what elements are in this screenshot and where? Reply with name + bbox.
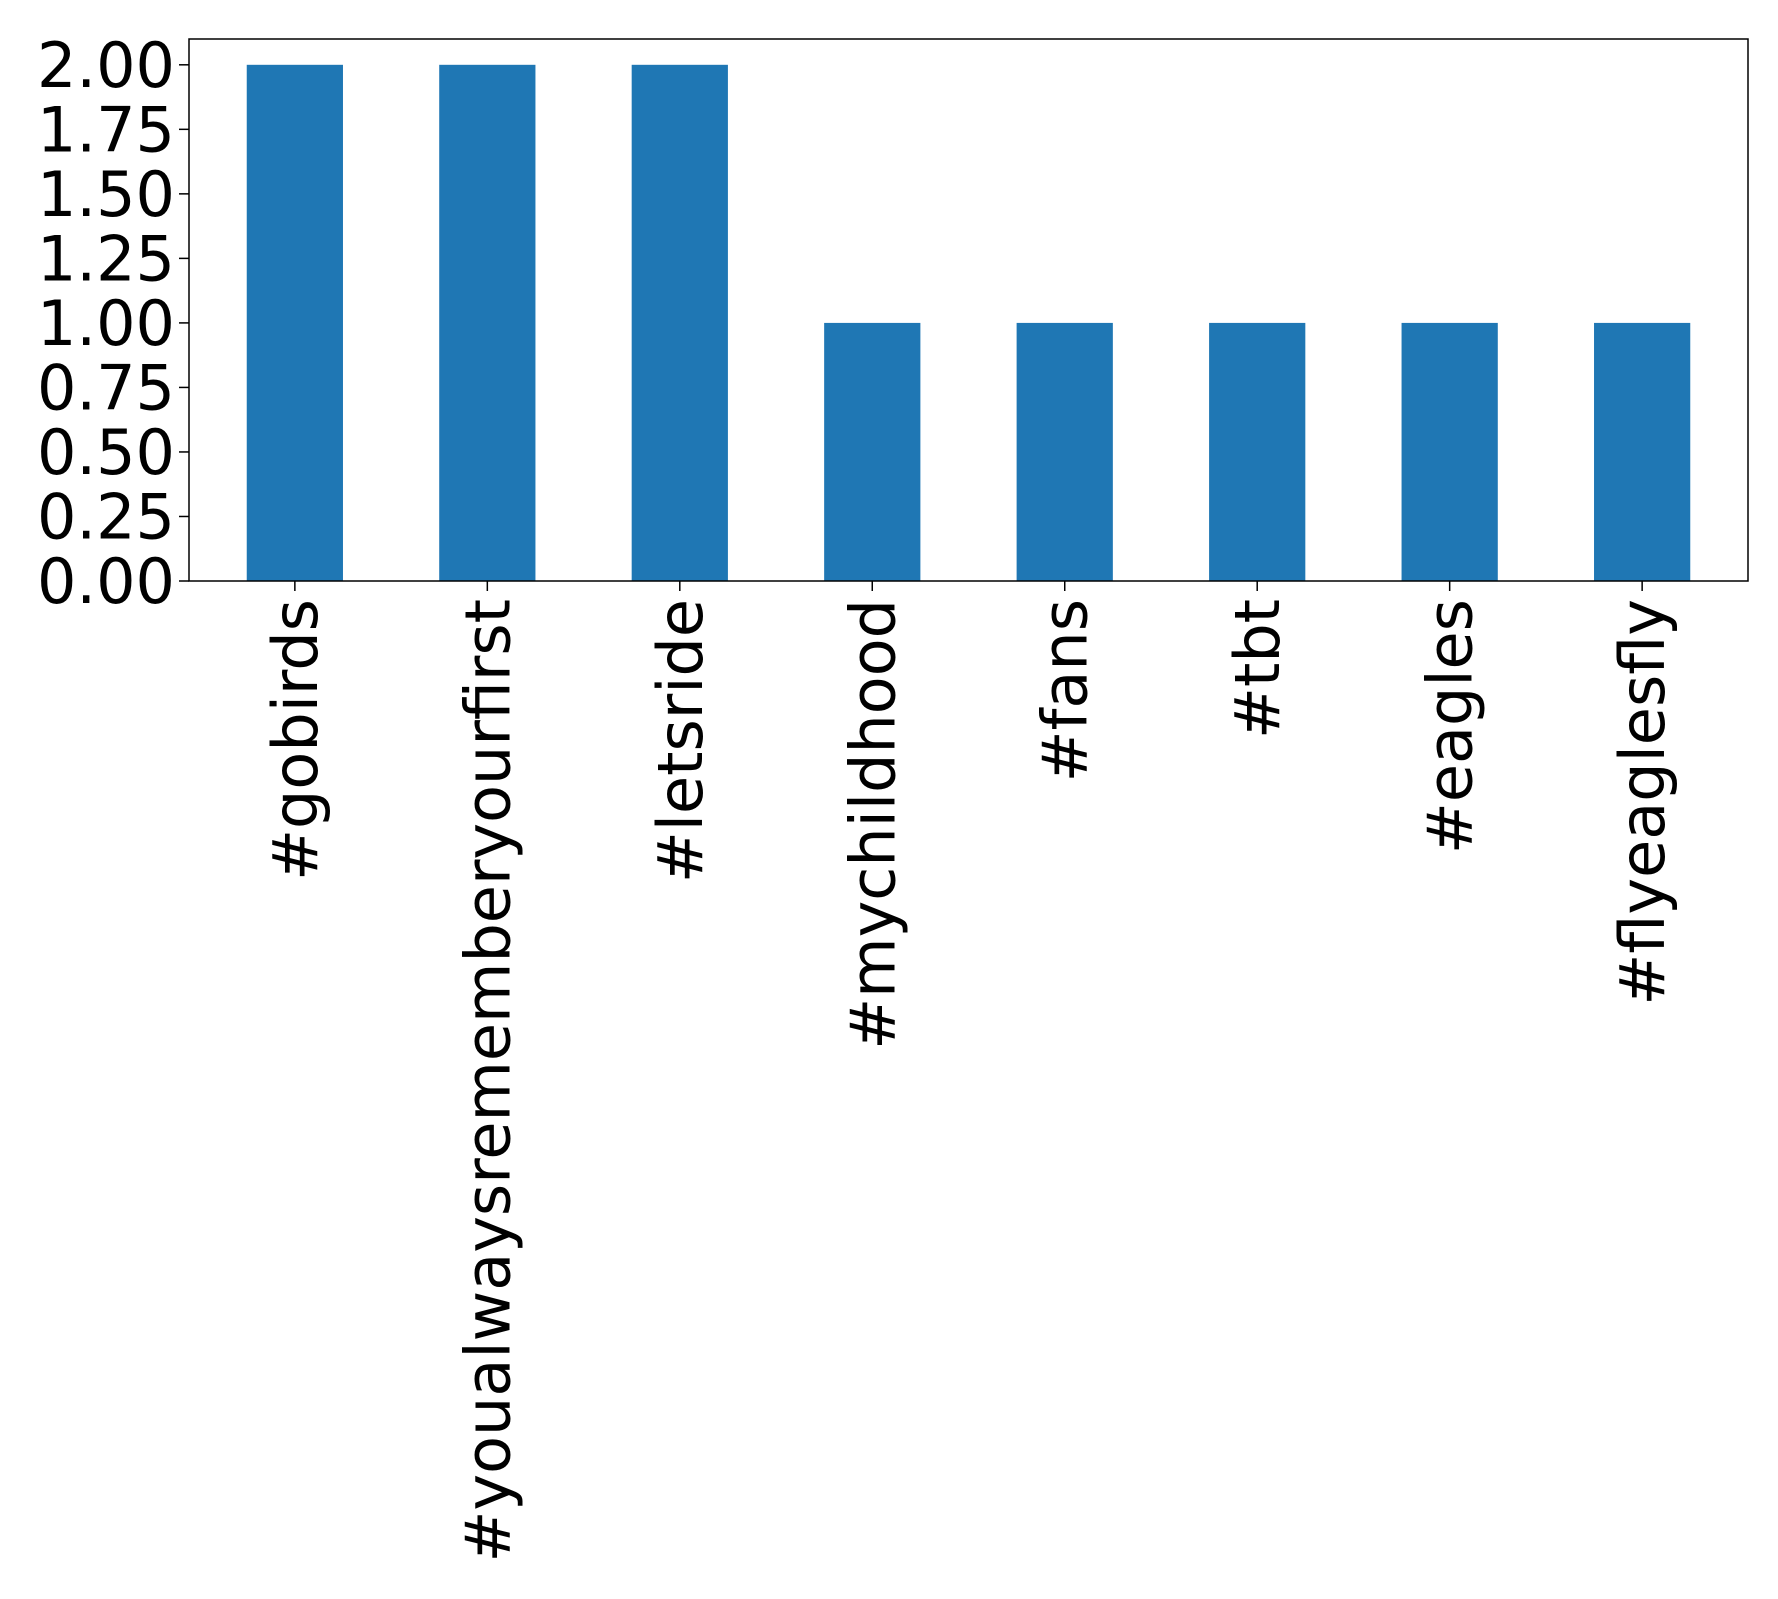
y-tick-label: 1.25 bbox=[37, 222, 175, 295]
bar-fans bbox=[1016, 322, 1113, 581]
x-tick-label: #youalwaysrememberyourfirst bbox=[451, 599, 524, 1563]
bar-mychildhood bbox=[824, 322, 921, 581]
bar-gobirds bbox=[246, 64, 343, 582]
y-tick-label: 0.25 bbox=[37, 480, 175, 553]
bars bbox=[246, 64, 1691, 582]
x-tick-label: #eagles bbox=[1414, 599, 1487, 854]
y-tick-label: 0.75 bbox=[37, 351, 175, 424]
bar-eagles bbox=[1401, 322, 1498, 581]
x-tick-label: #tbt bbox=[1221, 599, 1294, 739]
bar-letsride bbox=[631, 64, 728, 582]
y-axis: 0.000.250.500.751.001.251.501.752.00 bbox=[37, 29, 189, 618]
x-axis: #gobirds #youalwaysrememberyourfirst #lets… bbox=[259, 581, 1679, 1563]
x-tick-label: #letsride bbox=[644, 599, 717, 883]
x-tick-label: #flyeaglesfly bbox=[1606, 599, 1679, 1006]
y-tick-label: 1.50 bbox=[37, 158, 175, 231]
plot-area-frame bbox=[188, 38, 1749, 582]
x-tick-label: #mychildhood bbox=[836, 599, 909, 1050]
y-tick-label: 2.00 bbox=[37, 29, 175, 102]
y-tick-label: 1.75 bbox=[37, 93, 175, 166]
y-tick-label: 0.00 bbox=[37, 545, 175, 618]
x-tick-label: #gobirds bbox=[259, 599, 332, 881]
bar-flyeaglesfly bbox=[1594, 322, 1691, 581]
bar-youalwaysrememberyourfirst bbox=[439, 64, 536, 582]
y-tick-label: 0.50 bbox=[37, 416, 175, 489]
bar-tbt bbox=[1209, 322, 1306, 581]
y-tick-label: 1.00 bbox=[37, 287, 175, 360]
x-tick-label: #fans bbox=[1029, 599, 1102, 782]
